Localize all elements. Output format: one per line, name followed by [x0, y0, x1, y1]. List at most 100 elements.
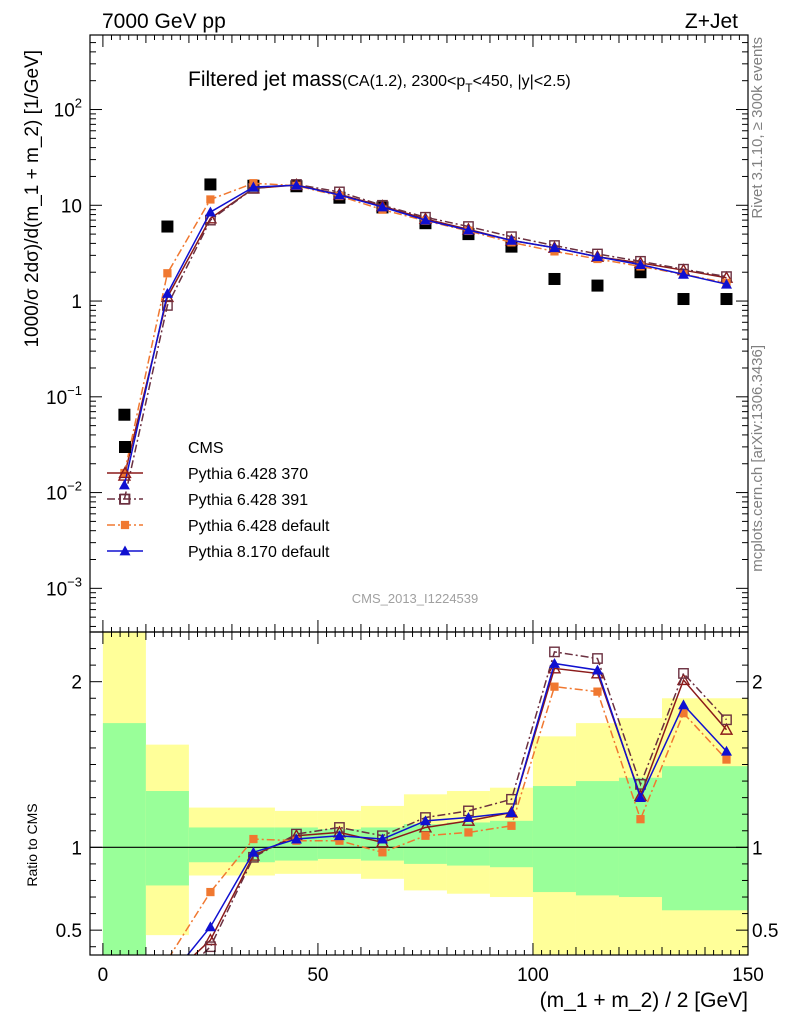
- main-title-subscript: T: [465, 81, 473, 95]
- ratio-point: [335, 836, 344, 845]
- main-point: [462, 224, 474, 235]
- main-point: [591, 251, 603, 262]
- main-point: [118, 479, 130, 490]
- mcplots-label: mcplots.cern.ch [arXiv:1306.3436]: [749, 345, 766, 572]
- ratio-point: [592, 653, 603, 664]
- main-point: [376, 201, 388, 212]
- band-green: [661, 766, 705, 911]
- y-tick-exp: 2: [75, 96, 82, 111]
- main-point: [162, 300, 173, 311]
- legend-label: CMS: [188, 440, 224, 457]
- ratio-y-tick-label: 0.5: [56, 921, 82, 942]
- main-title-sub: (CA(1.2), 2300<p: [342, 73, 465, 90]
- x-tick-label: 150: [732, 965, 764, 986]
- main-point: [548, 242, 560, 253]
- main-point: [247, 181, 259, 192]
- ratio-bands: [90, 632, 748, 955]
- main-point: [591, 279, 604, 292]
- ratio-point: [204, 921, 216, 932]
- main-point: [634, 259, 646, 270]
- main-point: [163, 269, 172, 278]
- ratio-point: [376, 833, 388, 844]
- y-tick-label: 10: [61, 196, 82, 217]
- ratio-point: [162, 974, 173, 984]
- ratio-point: [162, 974, 173, 984]
- ratio-point: [206, 887, 215, 897]
- ratio-point: [679, 709, 688, 718]
- watermark: CMS_2013_I1224539: [352, 591, 479, 606]
- ratio-point: [333, 830, 345, 841]
- header-left: 7000 GeV pp: [102, 10, 226, 33]
- main-data-marks: [117, 178, 734, 505]
- ratio-point: [678, 668, 689, 679]
- ratio-point: [507, 821, 516, 830]
- ratio-point: [119, 999, 130, 1009]
- ratio-point: [677, 699, 689, 710]
- ratio-point: [550, 682, 559, 691]
- y-tick-label: 10−2: [46, 479, 82, 505]
- main-point: [677, 293, 690, 306]
- ratio-y-tick-label-right: 0.5: [752, 921, 778, 942]
- y-tick-label: 102: [54, 96, 82, 122]
- ratio-point: [547, 661, 562, 674]
- x-tick-label: 100: [517, 965, 549, 986]
- legend-marker: [119, 545, 131, 556]
- main-title-sub-rest: <450, |y|<2.5): [473, 73, 571, 90]
- legend-marker: [120, 520, 130, 530]
- ratio-point: [378, 848, 387, 857]
- ratio-point: [290, 833, 302, 844]
- ratio-point: [720, 745, 732, 756]
- ratio-point: [593, 687, 602, 696]
- ratio-point: [120, 1001, 128, 1009]
- ratio-point: [464, 828, 473, 837]
- main-point: [161, 220, 174, 233]
- main-point: [720, 278, 732, 289]
- ratio-point: [505, 807, 517, 817]
- ratio-y-tick-label-right: 2: [752, 673, 763, 694]
- ratio-y-label: Ratio to CMS: [24, 803, 40, 886]
- ratio-point: [719, 722, 734, 735]
- band-green: [102, 723, 146, 955]
- header-right: Z+Jet: [685, 10, 738, 33]
- band-green: [145, 791, 189, 886]
- ratio-point: [634, 792, 646, 803]
- main-frame: [89, 34, 749, 633]
- main-point: [161, 287, 173, 298]
- ratio-point: [163, 983, 172, 992]
- y-tick-exp: −2: [67, 479, 82, 494]
- band-green: [188, 827, 275, 863]
- y-axis-label: 1000/σ 2dσ)/d(m_1 + m_2) [1/GeV]: [22, 50, 43, 348]
- main-point: [204, 178, 217, 191]
- legend-label: Pythia 6.428 default: [188, 518, 330, 535]
- band-green: [704, 766, 748, 911]
- band-green: [403, 824, 447, 864]
- y-tick-base: 10: [46, 484, 67, 505]
- ratio-point: [506, 793, 517, 805]
- y-tick-base: 10: [46, 388, 67, 409]
- ratio-y-tick-label: 1: [71, 838, 82, 859]
- legend-label: Pythia 8.170 default: [188, 544, 330, 561]
- main-point: [548, 272, 561, 285]
- ratio-y-tick-label-right: 1: [752, 838, 763, 859]
- main-point: [505, 234, 517, 245]
- ratio-point: [636, 815, 645, 824]
- ratio-point: [462, 812, 474, 822]
- ratio-y-tick-label: 2: [71, 673, 82, 694]
- ratio-frame: [89, 631, 749, 956]
- legend: CMS Pythia 6.428 370 Pythia 6.428 391 Pythi…: [107, 440, 330, 561]
- x-axis-label: (m_1 + m_2) / 2 [GeV]: [540, 989, 748, 1012]
- main-point: [333, 189, 345, 200]
- ratio-point: [419, 815, 431, 826]
- band-green: [532, 786, 576, 893]
- ratio-point: [549, 646, 560, 658]
- ratio-point: [249, 834, 258, 844]
- legend-label: Pythia 6.428 391: [188, 492, 308, 509]
- band-green: [575, 781, 619, 896]
- ratio-point: [421, 831, 430, 840]
- rivet-label: Rivet 3.1.10, ≥ 300k events: [749, 37, 766, 219]
- x-tick-label: 50: [307, 965, 328, 986]
- main-point: [677, 268, 689, 279]
- y-tick-label: 10−1: [46, 383, 82, 409]
